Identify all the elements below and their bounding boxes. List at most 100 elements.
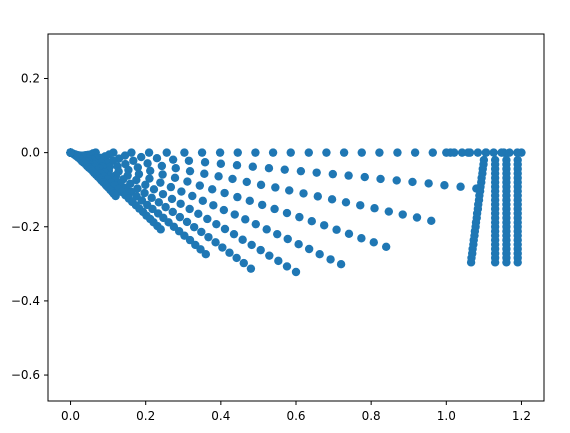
- scatter-point: [256, 180, 266, 190]
- scatter-point: [268, 148, 278, 157]
- scatter-point: [194, 209, 203, 218]
- scatter-point: [465, 148, 475, 157]
- scatter-point: [238, 235, 247, 244]
- scatter-point: [256, 245, 265, 255]
- scatter-point: [285, 186, 294, 195]
- scatter-point: [466, 258, 476, 267]
- scatter-point: [225, 248, 234, 257]
- y-tick-label: −0.4: [11, 294, 40, 308]
- scatter-point: [168, 155, 178, 164]
- scatter-point: [502, 258, 511, 267]
- scatter-point: [427, 216, 436, 226]
- scatter-point: [312, 168, 321, 177]
- scatter-point: [136, 152, 146, 162]
- scatter-point: [327, 195, 337, 204]
- y-tick-label: 0.0: [21, 146, 40, 160]
- scatter-point: [513, 258, 522, 267]
- scatter-point: [175, 212, 185, 222]
- scatter-point: [158, 170, 167, 179]
- scatter-point: [171, 164, 180, 173]
- scatter-point: [449, 148, 459, 157]
- scatter-point: [183, 177, 192, 186]
- scatter-point: [245, 196, 254, 206]
- scatter-point: [357, 148, 366, 157]
- scatter-point: [144, 148, 154, 157]
- scatter-point: [147, 193, 156, 203]
- scatter-point: [304, 244, 314, 254]
- x-tick-label: 1.2: [512, 409, 531, 423]
- scatter-point: [408, 177, 417, 187]
- scatter-point: [157, 161, 167, 171]
- scatter-point: [326, 255, 335, 264]
- scatter-point: [154, 198, 164, 207]
- scatter-point: [167, 194, 177, 204]
- y-tick-label: 0.2: [21, 71, 40, 85]
- scatter-point: [473, 148, 483, 157]
- x-tick-label: 0.8: [362, 409, 381, 423]
- scatter-point: [200, 169, 209, 178]
- scatter-point: [143, 159, 152, 168]
- scatter-point: [273, 229, 282, 239]
- scatter-point: [162, 148, 171, 157]
- scatter-point: [410, 148, 420, 157]
- scatter-point: [264, 164, 274, 173]
- scatter-point: [274, 256, 283, 266]
- scatter-point: [291, 267, 301, 277]
- scatter-point: [188, 191, 197, 201]
- scatter-point: [166, 182, 176, 192]
- scatter-point: [341, 198, 351, 207]
- scatter-point: [180, 231, 189, 240]
- scatter-point: [198, 196, 208, 206]
- scatter-point: [177, 187, 186, 196]
- scatter-point: [156, 225, 165, 234]
- scatter-point: [209, 201, 218, 210]
- scatter-point: [195, 181, 205, 190]
- scatter-point: [270, 204, 279, 214]
- scatter-point: [246, 264, 256, 273]
- scatter-point: [344, 171, 353, 180]
- x-tick-label: 0.6: [286, 409, 305, 423]
- scatter-point: [280, 165, 289, 174]
- scatter-point: [282, 208, 292, 218]
- scatter-point: [497, 148, 506, 157]
- scatter-point: [332, 225, 341, 234]
- scatter-point: [239, 258, 248, 268]
- scatter-point: [208, 185, 217, 194]
- scatter-point: [481, 148, 490, 157]
- scatter-point: [336, 260, 346, 269]
- scatter-point: [229, 229, 239, 239]
- scatter-point: [440, 181, 449, 190]
- scatter-point: [152, 153, 162, 163]
- scatter-point: [189, 222, 199, 232]
- scatter-point: [141, 180, 150, 190]
- scatter-point: [111, 191, 120, 201]
- scatter-point: [212, 219, 221, 229]
- scatter-point: [132, 175, 141, 185]
- scatter-point: [241, 215, 250, 224]
- scatter-point: [322, 148, 331, 157]
- scatter-point: [156, 178, 165, 187]
- x-tick-label: 0.4: [211, 409, 230, 423]
- scatter-point: [242, 177, 251, 187]
- scatter-point: [424, 179, 433, 188]
- scatter-point: [369, 238, 378, 247]
- scatter-point: [356, 201, 365, 210]
- scatter-point: [197, 227, 206, 237]
- scatter-point: [204, 232, 213, 242]
- scatter-point: [313, 192, 322, 201]
- scatter-point: [228, 174, 237, 184]
- scatter-point: [218, 243, 227, 252]
- scatter-point: [185, 204, 194, 214]
- y-axis-ticks: 0.2 0.0 −0.2 −0.4 −0.6: [11, 71, 48, 382]
- scatter-point: [393, 148, 402, 157]
- scatter-point: [384, 207, 394, 216]
- scatter-point: [299, 189, 308, 198]
- scatter-point: [307, 217, 316, 226]
- scatter-point: [170, 173, 180, 183]
- scatter-point: [232, 161, 242, 170]
- scatter-point: [513, 148, 522, 157]
- scatter-point: [357, 234, 366, 243]
- scatter-point: [158, 189, 168, 199]
